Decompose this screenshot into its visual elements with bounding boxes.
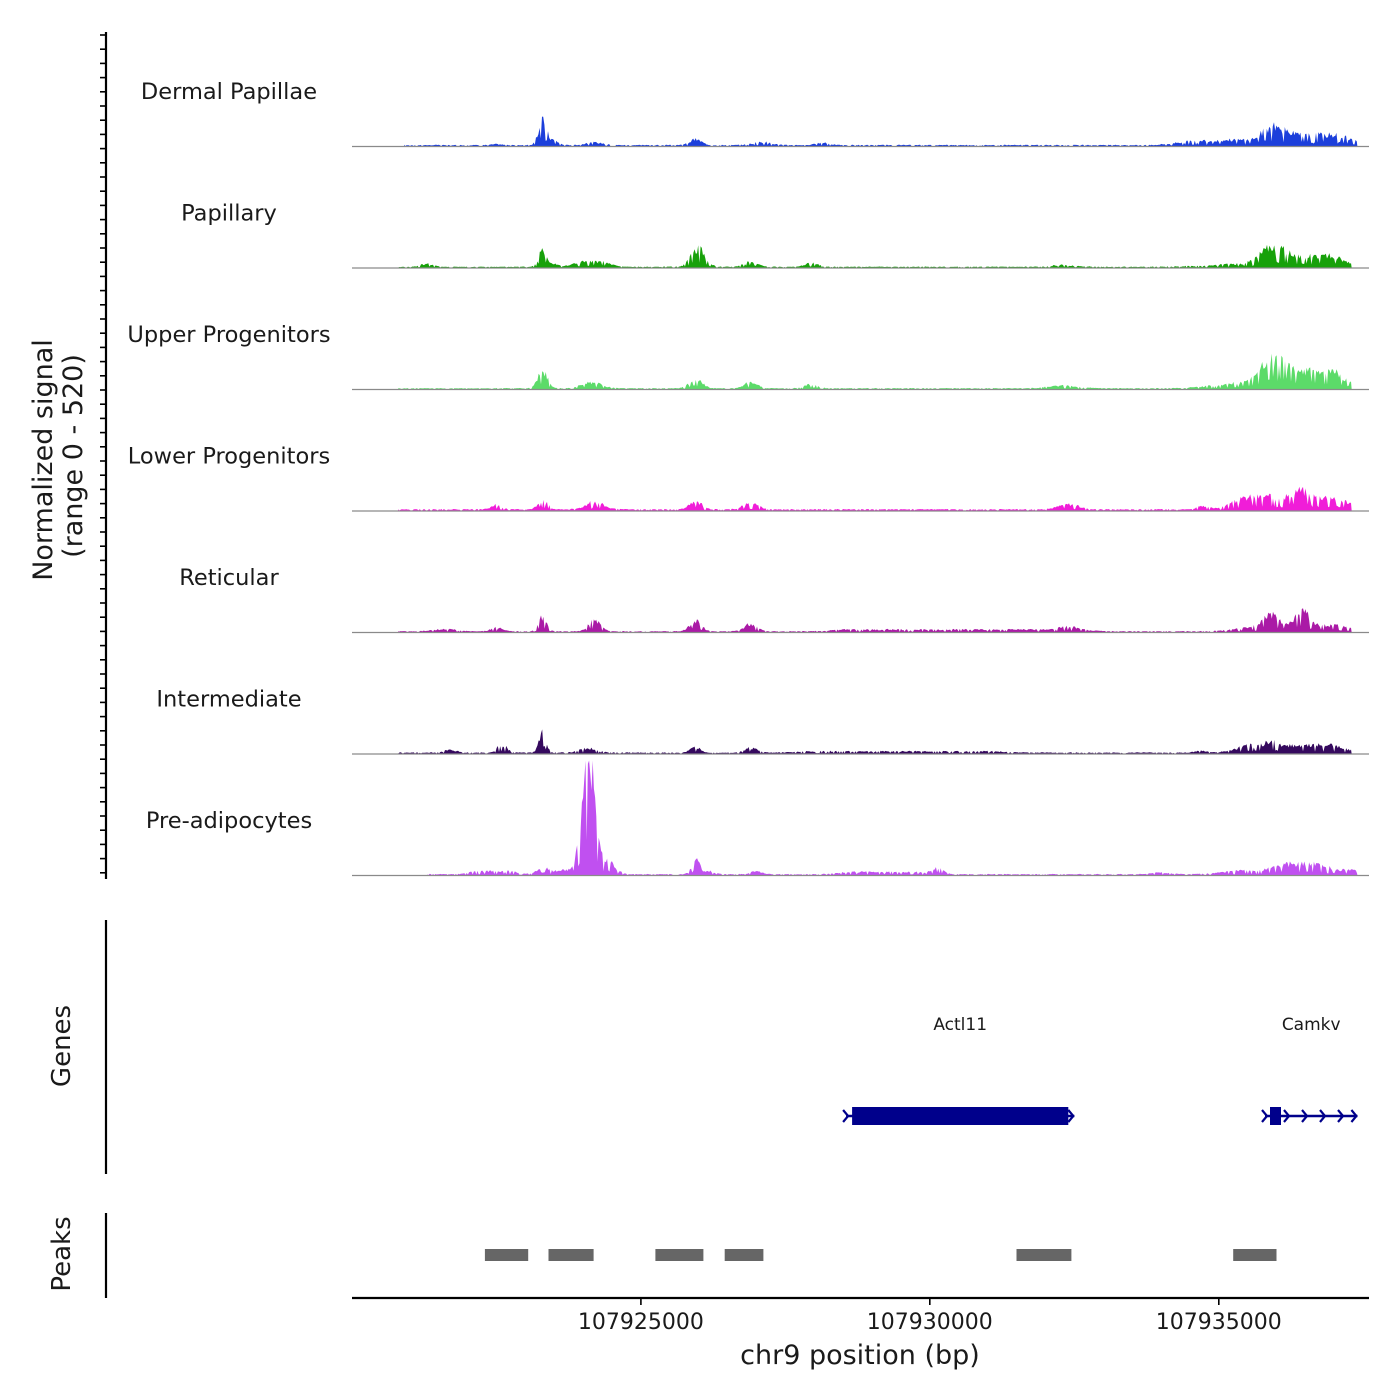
track-label: Dermal Papillae — [141, 79, 317, 105]
peak-region — [548, 1249, 594, 1261]
coverage-y-axis-ticks — [100, 34, 106, 874]
track-reticular: Reticular — [179, 565, 1369, 634]
gene-exon — [852, 1107, 1069, 1125]
track-label: Reticular — [179, 565, 279, 591]
strand-arrow — [1261, 1109, 1269, 1123]
x-tick-label: 107935000 — [1156, 1310, 1282, 1335]
strand-arrow — [1067, 1109, 1075, 1123]
strand-arrow — [1301, 1109, 1309, 1123]
coverage-area — [404, 116, 1358, 147]
peak-region — [484, 1249, 529, 1261]
coverage-area — [427, 760, 1358, 876]
track-label: Papillary — [181, 201, 277, 227]
genes-track-label: Genes — [47, 1005, 77, 1087]
coverage-tracks: Dermal Papillae Papillary Upper Progenitor… — [127, 79, 1369, 877]
gene-exon — [1270, 1107, 1281, 1125]
x-tick-label: 107930000 — [867, 1310, 993, 1335]
strand-arrow — [1319, 1109, 1327, 1123]
peak-region — [724, 1249, 764, 1261]
coverage-area — [398, 608, 1352, 633]
coverage-area — [398, 729, 1352, 754]
track-papillary: Papillary — [181, 201, 1369, 269]
coverage-area — [398, 353, 1352, 390]
track-label: Intermediate — [156, 687, 301, 713]
x-axis-ticks: 107925000 107930000 107935000 — [578, 1298, 1282, 1335]
track-label: Upper Progenitors — [127, 322, 330, 348]
gene-label: Actl11 — [933, 1015, 987, 1035]
gene-actl11: Actl11 — [842, 1015, 1075, 1125]
track-dermal-papillae: Dermal Papillae — [141, 79, 1369, 148]
coverage-area — [398, 486, 1352, 511]
track-label: Pre-adipocytes — [146, 808, 312, 834]
track-lower-progenitors: Lower Progenitors — [128, 444, 1369, 512]
peaks-track-label: Peaks — [47, 1216, 77, 1291]
coverage-area — [398, 244, 1352, 268]
strand-arrow — [1350, 1109, 1358, 1123]
x-axis-label: chr9 position (bp) — [740, 1340, 980, 1371]
gene-label: Camkv — [1282, 1015, 1341, 1035]
y-axis-label: Normalized signal — [28, 339, 59, 581]
track-intermediate: Intermediate — [156, 687, 1369, 755]
peak-region — [655, 1249, 704, 1261]
gene-annotations: Actl11 Camkv — [842, 1015, 1358, 1125]
track-upper-progenitors: Upper Progenitors — [127, 322, 1369, 391]
strand-arrow — [1283, 1109, 1291, 1123]
strand-arrow — [842, 1109, 850, 1123]
track-pre-adipocytes: Pre-adipocytes — [146, 760, 1369, 877]
peak-region — [1016, 1249, 1072, 1261]
strand-arrow — [1337, 1109, 1345, 1123]
track-label: Lower Progenitors — [128, 444, 330, 470]
gene-camkv: Camkv — [1261, 1015, 1358, 1125]
peak-region — [1233, 1249, 1277, 1261]
y-axis-label-range: (range 0 - 520) — [58, 354, 89, 558]
x-tick-label: 107925000 — [578, 1310, 704, 1335]
peak-regions — [484, 1249, 1277, 1261]
